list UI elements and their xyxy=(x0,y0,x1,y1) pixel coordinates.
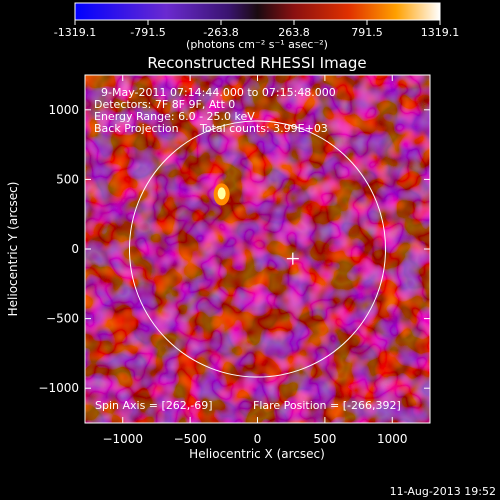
y-tick-label: −1000 xyxy=(38,381,79,395)
annotation-block: 9-May-2011 07:14:44.000 to 07:15:48.000 … xyxy=(94,86,336,135)
x-tick-label: 0 xyxy=(254,432,262,446)
colorbar-tick-label: 263.8 xyxy=(278,26,310,39)
flare-hotspot-core xyxy=(217,187,226,200)
y-tick-label: 1000 xyxy=(48,103,79,117)
annotation-time: 9-May-2011 07:14:44.000 to 07:15:48.000 xyxy=(101,86,336,99)
x-tick-label: −1000 xyxy=(102,432,143,446)
colorbar-tick-label: 791.5 xyxy=(351,26,383,39)
colorbar-ticks xyxy=(74,20,441,25)
flare-position-label: Flare Position = [-266,392] xyxy=(253,399,401,412)
y-axis-ticks: 1000 500 0 −500 −1000 xyxy=(38,103,430,395)
x-axis-ticks: −1000 −500 0 500 1000 xyxy=(102,75,408,446)
y-axis-label: Heliocentric Y (arcsec) xyxy=(6,182,20,317)
x-axis-label: Heliocentric X (arcsec) xyxy=(189,447,325,461)
colorbar-tick-label: -1319.1 xyxy=(54,26,96,39)
hotspots xyxy=(213,183,230,206)
colorbar-tick-label: 1319.1 xyxy=(421,26,460,39)
y-tick-label: 500 xyxy=(56,172,79,186)
x-tick-label: 1000 xyxy=(377,432,408,446)
colorbar-unit-label: (photons cm⁻² s⁻¹ asec⁻²) xyxy=(186,38,328,51)
chart-title: Reconstructed RHESSI Image xyxy=(147,54,366,72)
spin-axis-marker xyxy=(286,252,299,265)
solar-limb-circle xyxy=(128,120,387,378)
y-tick-label: −500 xyxy=(46,312,79,326)
colorbar xyxy=(74,2,441,21)
x-tick-label: 500 xyxy=(313,432,336,446)
annotation-total-counts: Total counts: 3.99E+03 xyxy=(199,122,328,135)
heatmap-image xyxy=(85,75,430,423)
y-tick-label: 0 xyxy=(71,242,79,256)
colorbar-tick-label: -791.5 xyxy=(130,26,165,39)
colorbar-tick-label: -263.8 xyxy=(203,26,238,39)
footer-date: 11-Aug-2013 19:52 xyxy=(390,485,496,498)
spin-axis-label: Spin Axis = [262,-69] xyxy=(95,399,213,412)
annotation-method: Back Projection xyxy=(94,122,179,135)
x-tick-label: −500 xyxy=(174,432,207,446)
annotation-energy: Energy Range: 6.0 - 25.0 keV xyxy=(94,110,255,123)
colorbar-tick-labels: -1319.1 -791.5 -263.8 263.8 791.5 1319.1 xyxy=(54,26,459,39)
annotation-detectors: Detectors: 7F 8F 9F, Att 0 xyxy=(94,98,235,111)
